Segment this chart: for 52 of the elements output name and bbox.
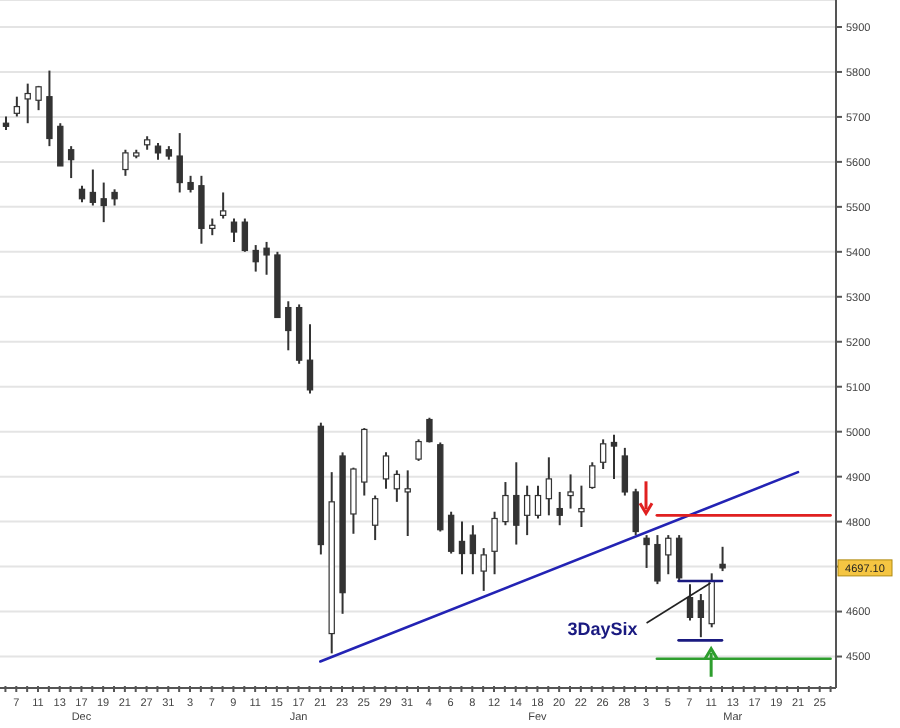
candlestick xyxy=(176,132,183,194)
candlestick xyxy=(719,545,726,573)
candlestick xyxy=(24,82,31,125)
candlestick xyxy=(447,510,455,555)
candlestick xyxy=(654,534,661,586)
candlestick xyxy=(545,456,553,517)
candlestick xyxy=(480,547,487,592)
candlestick xyxy=(306,323,314,395)
candlestick xyxy=(426,416,433,444)
candlestick xyxy=(621,446,629,497)
candlestick xyxy=(35,84,42,112)
candlestick xyxy=(404,469,411,538)
candlestick xyxy=(371,494,379,542)
candlestick xyxy=(665,534,672,576)
candlestick xyxy=(219,191,227,220)
candlestick xyxy=(643,534,650,569)
candlestick xyxy=(13,95,21,118)
candlestick xyxy=(350,466,357,535)
candlestick xyxy=(697,593,705,639)
candlestick xyxy=(198,174,205,245)
candlestick xyxy=(599,438,607,471)
candlestick xyxy=(241,217,249,253)
candlestick xyxy=(610,433,618,480)
annotation: 3DaySix xyxy=(567,618,638,639)
candlestick xyxy=(57,122,64,167)
candlestick xyxy=(675,534,683,582)
candlestick xyxy=(502,481,509,527)
candlestick xyxy=(513,461,520,546)
candlestick xyxy=(491,510,498,576)
candlestick xyxy=(230,217,238,243)
candlestick xyxy=(589,461,596,490)
candlestick xyxy=(122,148,129,177)
candlestick xyxy=(67,145,75,180)
candlestick xyxy=(382,451,390,490)
candlestick xyxy=(523,484,531,537)
candlestick xyxy=(46,69,53,148)
candlestick xyxy=(100,181,107,224)
candlestick xyxy=(708,572,715,629)
candlestick xyxy=(263,240,270,276)
candlestick xyxy=(89,168,97,207)
candlestick xyxy=(285,300,292,352)
candlestick xyxy=(632,487,639,537)
candlestick xyxy=(393,469,401,503)
candlestick xyxy=(469,524,477,576)
candlestick xyxy=(534,484,542,520)
candlestick xyxy=(686,583,694,622)
candlestick xyxy=(556,490,563,527)
candlestick xyxy=(252,244,259,273)
candlestick xyxy=(415,438,422,462)
candlestick xyxy=(458,520,466,576)
candlestick xyxy=(578,484,585,529)
candlestick xyxy=(567,473,574,510)
